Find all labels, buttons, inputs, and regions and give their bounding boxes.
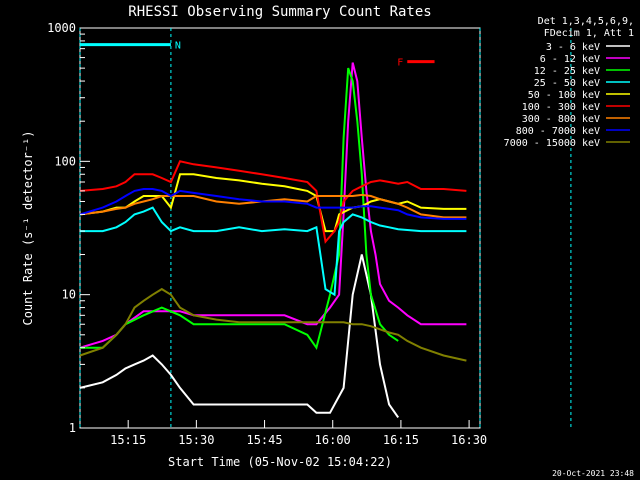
series-layer <box>79 62 467 418</box>
x-tick-label-2: 15:45 <box>246 433 282 447</box>
x-tick-label-4: 16:15 <box>383 433 419 447</box>
legend-label-7: 800 - 7000 keV <box>516 126 600 137</box>
footer-timestamp: 20-Oct-2021 23:48 <box>552 469 634 478</box>
series-line-0 <box>79 254 400 418</box>
series-line-3 <box>80 206 467 297</box>
annotation-label-1: F <box>397 58 403 69</box>
axis-ticks: 15:15 15:30 15:45 16:00 16:15 16:30 1 10 100 1000 <box>47 21 487 447</box>
legend-label-6: 300 - 800 keV <box>522 114 600 125</box>
legend-label-3: 25 - 50 keV <box>534 78 600 89</box>
night-intervals <box>79 28 572 428</box>
legend-label-2: 12 - 25 keV <box>534 66 600 77</box>
plot-frame <box>79 27 481 429</box>
series-line-6 <box>79 193 467 219</box>
legend-label-4: 50 - 100 keV <box>528 90 600 101</box>
y-axis-label: Count Rate (s⁻¹ detector⁻¹) <box>21 130 35 325</box>
x-axis-label: Start Time (05-Nov-02 15:04:22) <box>168 455 392 469</box>
x-tick-label-3: 16:00 <box>315 433 351 447</box>
series-line-7 <box>79 188 467 220</box>
x-tick-label-0: 15:15 <box>110 433 146 447</box>
legend-header-line-2: FDecim 1, Att 1 <box>544 28 634 39</box>
y-tick-label-0: 1 <box>69 421 76 435</box>
x-tick-label-5: 16:30 <box>451 433 487 447</box>
series-line-5 <box>79 160 467 244</box>
y-tick-label-1: 10 <box>62 288 76 302</box>
annotations: NF <box>80 41 435 69</box>
annotation-label-0: N <box>175 41 181 52</box>
y-tick-label-2: 100 <box>54 154 76 168</box>
x-tick-label-1: 15:30 <box>178 433 214 447</box>
series-line-1 <box>79 62 467 349</box>
legend-label-8: 7000 - 15000 keV <box>504 138 600 149</box>
series-line-8 <box>79 287 467 362</box>
chart-title: RHESSI Observing Summary Count Rates <box>128 4 431 20</box>
legend-header-line-1: Det 1,3,4,5,6,9, <box>538 16 634 27</box>
legend-label-5: 100 - 300 keV <box>522 102 600 113</box>
series-line-2 <box>80 67 399 351</box>
y-tick-label-3: 1000 <box>47 21 76 35</box>
legend-label-0: 3 - 6 keV <box>546 42 600 53</box>
legend-label-1: 6 - 12 keV <box>540 54 600 65</box>
